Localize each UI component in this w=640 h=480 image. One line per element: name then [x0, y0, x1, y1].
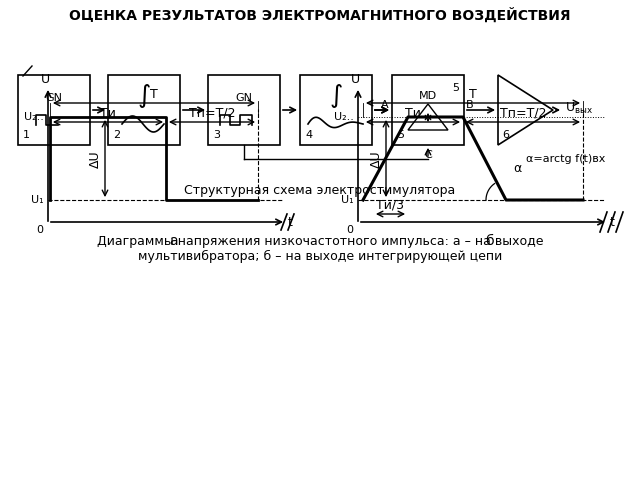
- Text: Ти: Ти: [405, 107, 421, 120]
- Text: U₁: U₁: [31, 195, 44, 205]
- Polygon shape: [498, 75, 553, 145]
- Text: Структурная схема электростимулятора: Структурная схема электростимулятора: [184, 184, 456, 197]
- Text: 0: 0: [36, 225, 43, 235]
- Text: t: t: [610, 216, 615, 228]
- Text: U$_{\mathsf{вых}}$: U$_{\mathsf{вых}}$: [565, 100, 593, 116]
- Text: 5: 5: [397, 130, 404, 140]
- Text: 0: 0: [346, 225, 353, 235]
- Text: ОЦЕНКА РЕЗУЛЬТАТОВ ЭЛЕКТРОМАГНИТНОГО ВОЗДЕЙСТВИЯ: ОЦЕНКА РЕЗУЛЬТАТОВ ЭЛЕКТРОМАГНИТНОГО ВОЗ…: [69, 8, 571, 23]
- Text: B: B: [466, 100, 474, 110]
- Text: Диаграммы напряжения низкочастотного импульса: а – на выходе
мультивибратора; б : Диаграммы напряжения низкочастотного имп…: [97, 235, 543, 263]
- Text: A: A: [381, 100, 389, 110]
- Bar: [18, 75, 90, 145]
- Text: GN: GN: [236, 93, 253, 103]
- Text: 4: 4: [305, 130, 312, 140]
- Text: U: U: [351, 73, 360, 86]
- Text: 6: 6: [502, 130, 509, 140]
- Text: $\int$: $\int$: [329, 82, 343, 110]
- Text: б: б: [484, 234, 493, 248]
- Bar: [108, 75, 180, 145]
- Text: U: U: [40, 73, 49, 86]
- Text: ΔU: ΔU: [89, 150, 102, 168]
- Text: MD: MD: [419, 91, 437, 101]
- Bar: [208, 75, 280, 145]
- Text: ΔU: ΔU: [370, 150, 383, 168]
- Text: Тп=T/2: Тп=T/2: [500, 107, 547, 120]
- Text: 1: 1: [23, 130, 30, 140]
- Text: T: T: [469, 88, 477, 101]
- Text: t: t: [288, 216, 293, 228]
- Text: C: C: [424, 150, 432, 160]
- Text: Ти: Ти: [100, 107, 116, 120]
- Text: 3: 3: [213, 130, 220, 140]
- Polygon shape: [408, 104, 448, 130]
- Text: T: T: [150, 88, 158, 101]
- Text: 5: 5: [452, 83, 460, 93]
- Bar: [300, 75, 372, 145]
- Text: U₂..: U₂..: [24, 112, 44, 122]
- Text: U₂..: U₂..: [334, 112, 354, 122]
- Text: α: α: [513, 162, 521, 175]
- Text: GN: GN: [45, 93, 63, 103]
- Text: $\int$: $\int$: [137, 82, 151, 110]
- Text: 2: 2: [113, 130, 120, 140]
- Text: а: а: [169, 234, 177, 248]
- Text: Ти/3: Ти/3: [376, 199, 404, 212]
- Text: Тп=T/2: Тп=T/2: [189, 107, 236, 120]
- Bar: [392, 75, 464, 145]
- Text: U₁: U₁: [341, 195, 354, 205]
- Text: α=arctg f(t)вх: α=arctg f(t)вх: [526, 154, 605, 164]
